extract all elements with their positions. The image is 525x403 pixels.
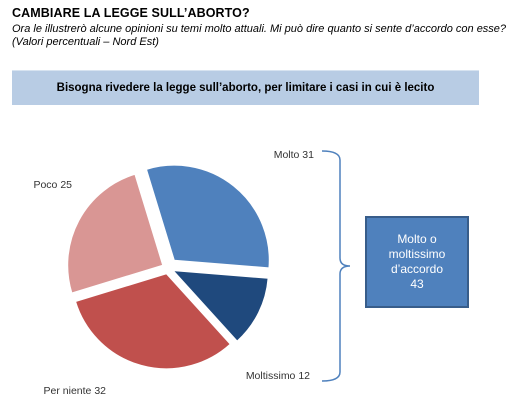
callout-line-2: moltissimo: [388, 247, 446, 261]
callout-box: Molto o moltissimo d’accordo 43: [365, 216, 469, 308]
slice-label-per-niente: Per niente 32: [44, 385, 107, 397]
pie-slice-per-niente: [74, 273, 231, 370]
callout-line-1: Molto o: [397, 232, 437, 246]
question-text: Bisogna rivedere la legge sull’aborto, p…: [56, 82, 435, 94]
pie-slice-molto: [145, 164, 270, 269]
page-title: CAMBIARE LA LEGGE SULL’ABORTO?: [12, 6, 250, 20]
callout-line-4: 43: [410, 277, 424, 291]
bracket: [321, 150, 351, 382]
page-subtitle: Ora le illustrerò alcune opinioni su tem…: [12, 23, 507, 48]
slice-label-moltissimo: Moltissimo 12: [246, 370, 310, 382]
pie-slice-moltissimo: [172, 270, 269, 342]
slice-label-poco: Poco 25: [33, 179, 72, 191]
callout-line-3: d’accordo: [390, 262, 444, 276]
pie-slice-poco: [67, 173, 164, 294]
question-banner: Bisogna rivedere la legge sull’aborto, p…: [12, 70, 479, 105]
slice-label-molto: Molto 31: [274, 149, 314, 161]
